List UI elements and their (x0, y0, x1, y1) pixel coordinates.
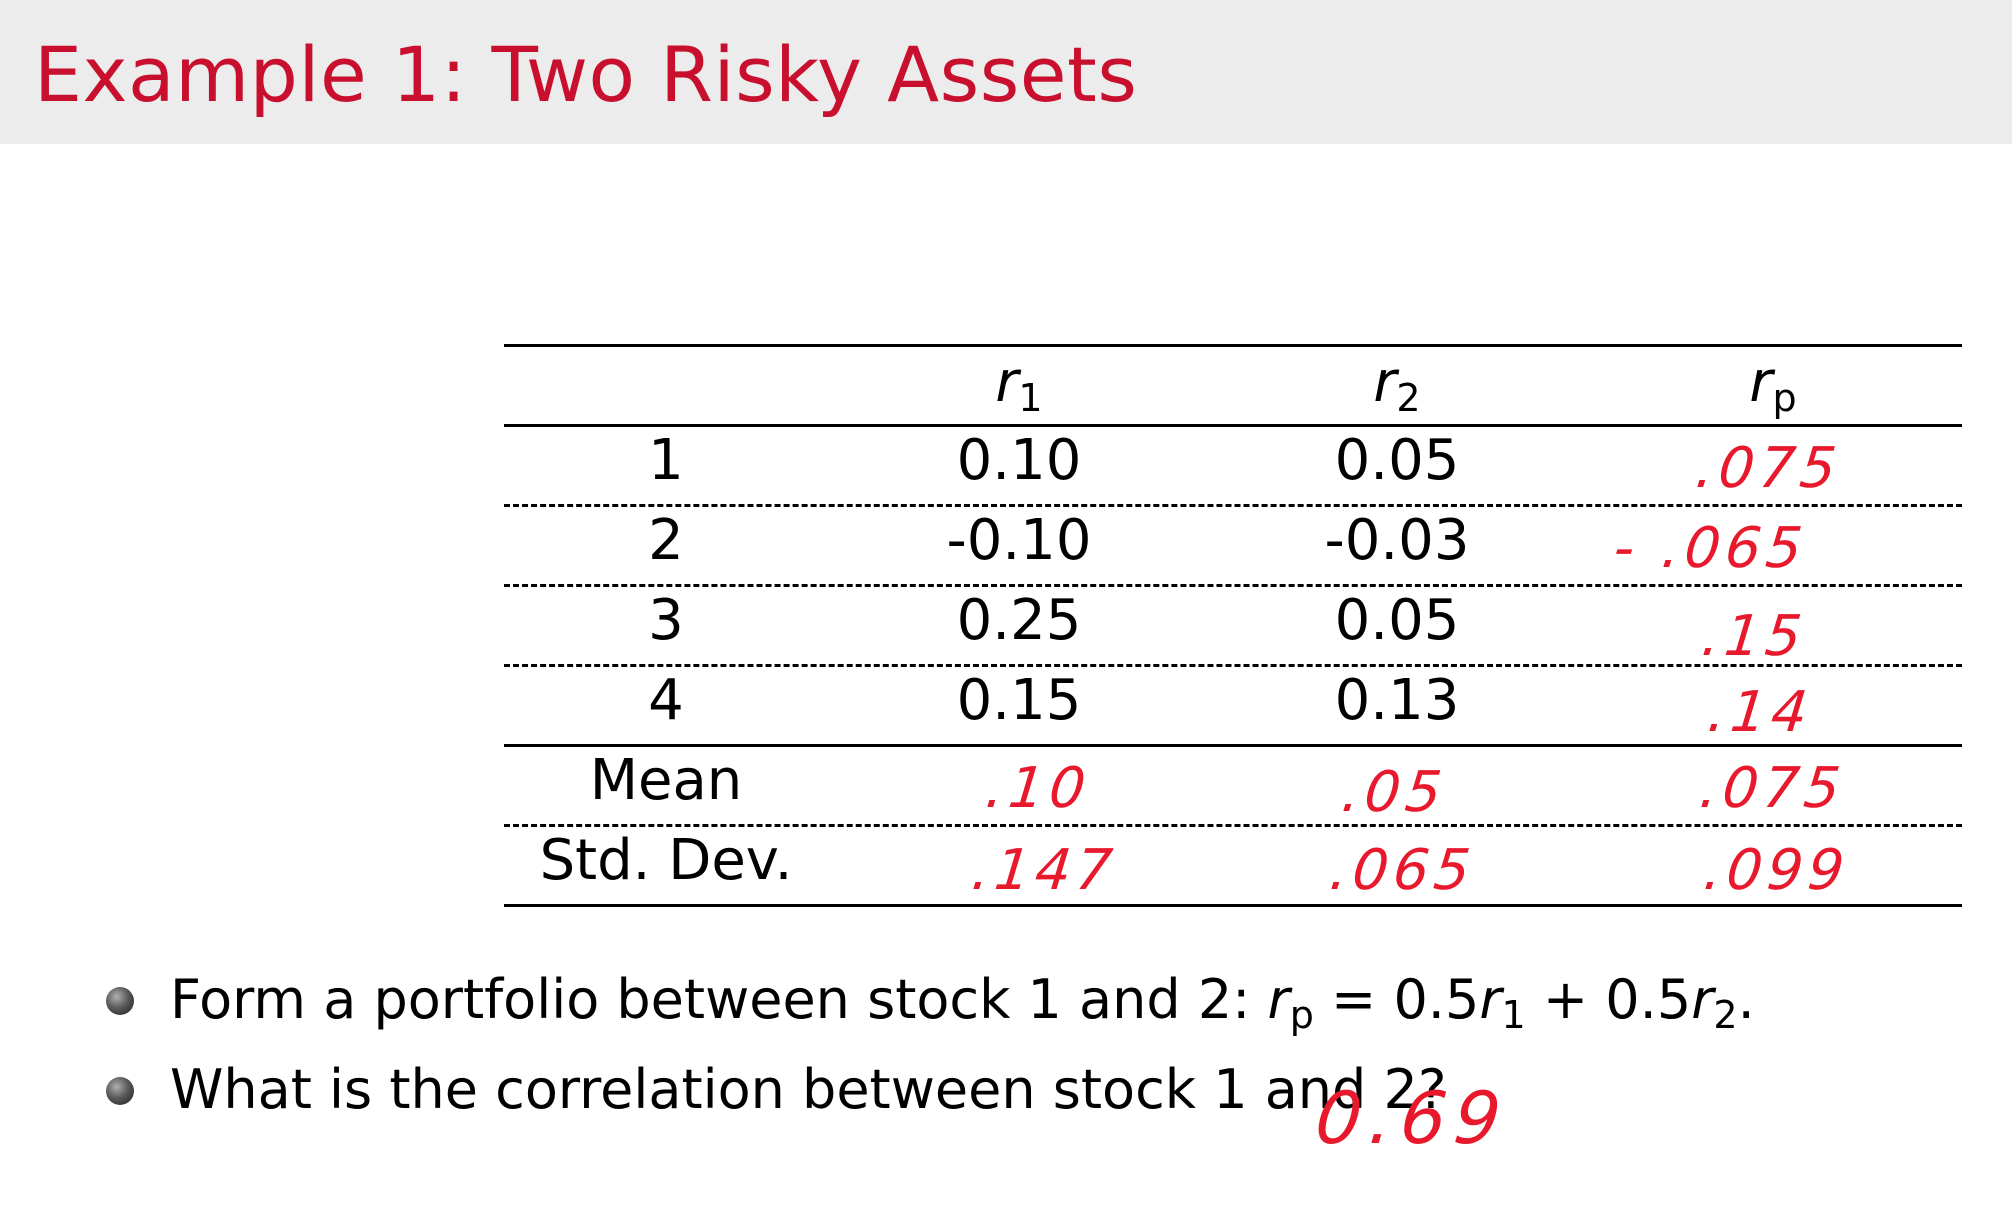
formula-r2: r2 (1691, 968, 1738, 1037)
row-divider (504, 824, 1962, 827)
bottom-rule (504, 904, 1962, 907)
top-rule (504, 344, 1962, 347)
handwritten-std-r2: .065 (1326, 838, 1479, 903)
handwritten-std-r1: .147 (968, 838, 1121, 903)
row-label: 3 (648, 588, 684, 653)
handwritten-rp: .075 (1692, 436, 1845, 501)
cell-r1: -0.10 (946, 508, 1092, 573)
header-rule (504, 424, 1962, 427)
cell-r2: 0.13 (1334, 668, 1460, 733)
summary-label-std: Std. Dev. (539, 828, 793, 893)
handwritten-mean-rp: .075 (1696, 756, 1849, 821)
slide-title: Example 1: Two Risky Assets (34, 30, 1138, 119)
row-divider (504, 504, 1962, 507)
summary-label-mean: Mean (589, 748, 743, 813)
handwritten-rp: .14 (1704, 680, 1816, 745)
row-label: 4 (648, 668, 684, 733)
formula-r1: r1 (1479, 968, 1526, 1037)
cell-r2: 0.05 (1334, 428, 1460, 493)
handwritten-mean-r2: .05 (1338, 760, 1450, 825)
row-divider (504, 584, 1962, 587)
cell-r1: 0.15 (956, 668, 1082, 733)
cell-r1: 0.10 (956, 428, 1082, 493)
bullet-icon (106, 1077, 134, 1105)
bullet-list: Form a portfolio between stock 1 and 2: … (106, 960, 1966, 1140)
header-rp: rp (1749, 350, 1797, 420)
bullet-icon (106, 987, 134, 1015)
list-item: Form a portfolio between stock 1 and 2: … (106, 960, 1966, 1050)
handwritten-rp: - .065 (1610, 516, 1811, 581)
formula-rp: rp (1267, 968, 1314, 1037)
bullet-text: What is the correlation between stock 1 … (170, 1058, 1447, 1121)
row-label: 1 (648, 428, 684, 493)
handwritten-mean-r1: .10 (982, 756, 1094, 821)
handwritten-answer: 0.69 (1311, 1076, 1513, 1160)
row-divider (504, 664, 1962, 667)
cell-r2: -0.03 (1324, 508, 1470, 573)
handwritten-rp: .15 (1698, 604, 1810, 669)
mid-rule (504, 744, 1962, 747)
cell-r1: 0.25 (956, 588, 1082, 653)
bullet-text: Form a portfolio between stock 1 and 2: … (170, 968, 1755, 1037)
handwritten-std-rp: .099 (1700, 838, 1853, 903)
cell-r2: 0.05 (1334, 588, 1460, 653)
header-r2: r2 (1373, 350, 1421, 420)
header-r1: r1 (995, 350, 1043, 420)
list-item: What is the correlation between stock 1 … (106, 1050, 1966, 1140)
returns-table: r1 r2 rp 1 0.10 0.05 .075 2 -0.10 -0.03 … (504, 344, 1962, 908)
row-label: 2 (648, 508, 684, 573)
title-bar: Example 1: Two Risky Assets (0, 0, 2012, 144)
